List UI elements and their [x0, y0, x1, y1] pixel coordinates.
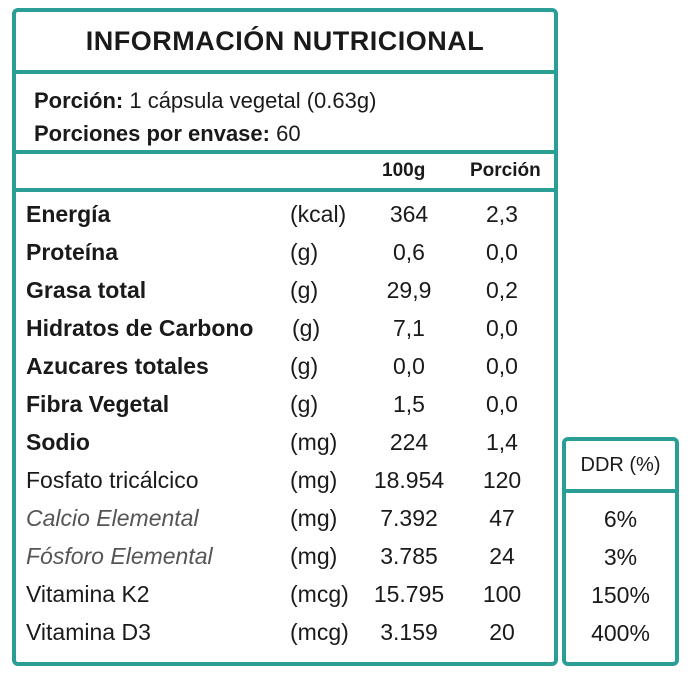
nutrient-name: Azucares totales [26, 353, 209, 379]
value-per-100g: 0,0 [393, 353, 425, 379]
nutrient-unit: (mg) [290, 429, 338, 455]
portion-value: 1 cápsula vegetal (0.63g) [123, 88, 377, 113]
value-per-portion: 24 [489, 543, 515, 569]
nutrient-unit: (mg) [290, 543, 338, 569]
table-row: Energía (kcal) 364 2,3 [16, 198, 554, 236]
nutrient-unit: (mg) [290, 505, 338, 531]
table-row: Calcio Elemental (mg) 7.392 47 [16, 502, 554, 540]
value-per-100g: 3.159 [380, 619, 438, 645]
portion-label: Porción: [34, 88, 124, 113]
table-row: Azucares totales (g) 0,0 0,0 [16, 350, 554, 388]
nutrient-name: Hidratos de Carbono [26, 315, 254, 341]
table-row: Fibra Vegetal (g) 1,5 0,0 [16, 388, 554, 426]
nutrient-unit: (g) [290, 277, 319, 303]
serving-info: Porción: 1 cápsula vegetal (0.63g) Porci… [16, 74, 554, 154]
nutrient-name: Calcio Elemental [26, 505, 199, 531]
value-per-100g: 15.795 [373, 581, 445, 607]
column-header-100g: 100g [382, 160, 426, 181]
value-per-portion: 100 [482, 581, 522, 607]
value-per-portion: 47 [489, 505, 515, 531]
nutrient-name: Fibra Vegetal [26, 391, 170, 417]
value-per-portion: 0,2 [486, 277, 518, 303]
nutrient-unit: (g) [290, 391, 319, 417]
value-per-100g: 224 [389, 429, 429, 455]
servings-value: 60 [269, 121, 301, 146]
nutrient-unit: (g) [292, 315, 321, 341]
column-header-row: 100g Porción [16, 154, 554, 192]
portion-line: Porción: 1 cápsula vegetal (0.63g) [34, 84, 554, 117]
nutrient-name: Vitamina K2 [26, 581, 150, 607]
ddr-header: DDR (%) [566, 441, 675, 493]
servings-label: Porciones por envase: [34, 121, 270, 146]
nutrient-unit: (kcal) [290, 201, 347, 227]
nutrient-name: Vitamina D3 [26, 619, 151, 645]
nutrient-name: Grasa total [26, 277, 147, 303]
nutrient-unit: (mcg) [290, 619, 349, 645]
nutrient-unit: (mg) [290, 467, 338, 493]
value-per-100g: 364 [389, 201, 429, 227]
value-per-100g: 3.785 [380, 543, 438, 569]
label-title: INFORMACIÓN NUTRICIONAL [16, 12, 554, 74]
nutrient-name: Fósforo Elemental [26, 543, 213, 569]
nutrient-unit: (mcg) [290, 581, 349, 607]
value-per-portion: 0,0 [486, 353, 518, 379]
ddr-value: 400% [591, 620, 650, 646]
nutrient-name: Proteína [26, 239, 119, 265]
nutrient-unit: (g) [290, 239, 319, 265]
table-row: Vitamina D3 (mcg) 3.159 20 [16, 616, 554, 654]
value-per-portion: 0,0 [486, 239, 518, 265]
nutrient-name: Energía [26, 201, 111, 227]
value-per-portion: 2,3 [486, 201, 518, 227]
nutrient-unit: (g) [290, 353, 319, 379]
nutrient-name: Sodio [26, 429, 90, 455]
ddr-value: 6% [603, 506, 638, 532]
nutrient-table: Energía (kcal) 364 2,3 Proteína (g) 0,6 … [16, 198, 554, 654]
value-per-100g: 0,6 [393, 239, 425, 265]
table-row: Proteína (g) 0,6 0,0 [16, 236, 554, 274]
table-row: Sodio (mg) 224 1,4 [16, 426, 554, 464]
value-per-100g: 29,9 [386, 277, 432, 303]
table-row: Vitamina K2 (mcg) 15.795 100 [16, 578, 554, 616]
value-per-portion: 20 [489, 619, 515, 645]
value-per-portion: 0,0 [486, 391, 518, 417]
value-per-portion: 0,0 [486, 315, 518, 341]
value-per-portion: 1,4 [486, 429, 518, 455]
value-per-portion: 120 [482, 467, 522, 493]
table-row: Grasa total (g) 29,9 0,2 [16, 274, 554, 312]
ddr-value: 3% [603, 544, 638, 570]
value-per-100g: 7,1 [393, 315, 425, 341]
value-per-100g: 1,5 [393, 391, 425, 417]
table-row: Fosfato tricálcico (mg) 18.954 120 [16, 464, 554, 502]
ddr-panel: DDR (%) 6% 3% 150% 400% [562, 437, 679, 666]
ddr-value: 150% [591, 582, 650, 608]
servings-line: Porciones por envase: 60 [34, 117, 554, 150]
nutrient-name: Fosfato tricálcico [26, 467, 199, 493]
column-header-portion: Porción [470, 160, 541, 181]
table-row: Fósforo Elemental (mg) 3.785 24 [16, 540, 554, 578]
value-per-100g: 18.954 [373, 467, 445, 493]
ddr-values: 6% 3% 150% 400% [566, 502, 675, 654]
nutrition-label-panel: INFORMACIÓN NUTRICIONAL Porción: 1 cápsu… [12, 8, 558, 666]
table-row: Hidratos de Carbono (g) 7,1 0,0 [16, 312, 554, 350]
value-per-100g: 7.392 [380, 505, 438, 531]
